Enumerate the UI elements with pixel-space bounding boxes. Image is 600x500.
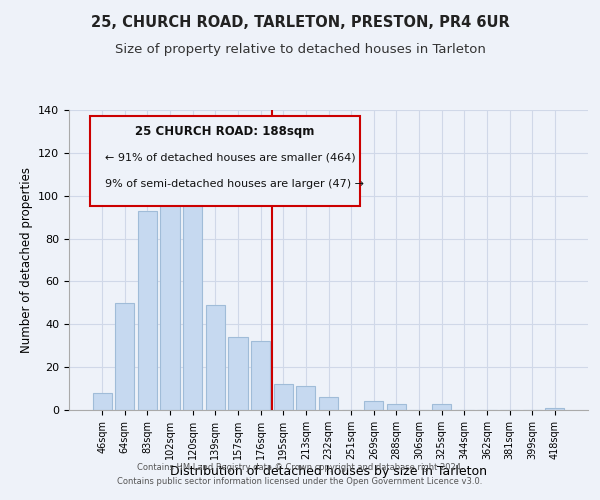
- Text: ← 91% of detached houses are smaller (464): ← 91% of detached houses are smaller (46…: [106, 152, 356, 162]
- Bar: [387, 404, 406, 410]
- Text: Contains HM Land Registry data © Crown copyright and database right 2024.: Contains HM Land Registry data © Crown c…: [137, 464, 463, 472]
- Bar: [251, 342, 270, 410]
- Bar: [545, 408, 565, 410]
- Text: 25, CHURCH ROAD, TARLETON, PRESTON, PR4 6UR: 25, CHURCH ROAD, TARLETON, PRESTON, PR4 …: [91, 15, 509, 30]
- Bar: [229, 337, 248, 410]
- Text: Contains public sector information licensed under the Open Government Licence v3: Contains public sector information licen…: [118, 477, 482, 486]
- Text: 25 CHURCH ROAD: 188sqm: 25 CHURCH ROAD: 188sqm: [135, 125, 314, 138]
- Bar: [432, 404, 451, 410]
- Bar: [206, 305, 225, 410]
- Bar: [183, 168, 202, 410]
- Text: Size of property relative to detached houses in Tarleton: Size of property relative to detached ho…: [115, 42, 485, 56]
- Bar: [364, 402, 383, 410]
- FancyBboxPatch shape: [90, 116, 359, 206]
- Bar: [92, 393, 112, 410]
- Text: 9% of semi-detached houses are larger (47) →: 9% of semi-detached houses are larger (4…: [106, 179, 364, 189]
- Bar: [274, 384, 293, 410]
- X-axis label: Distribution of detached houses by size in Tarleton: Distribution of detached houses by size …: [170, 464, 487, 477]
- Bar: [296, 386, 316, 410]
- Y-axis label: Number of detached properties: Number of detached properties: [20, 167, 32, 353]
- Bar: [138, 210, 157, 410]
- Bar: [160, 202, 180, 410]
- Bar: [319, 397, 338, 410]
- Bar: [115, 303, 134, 410]
